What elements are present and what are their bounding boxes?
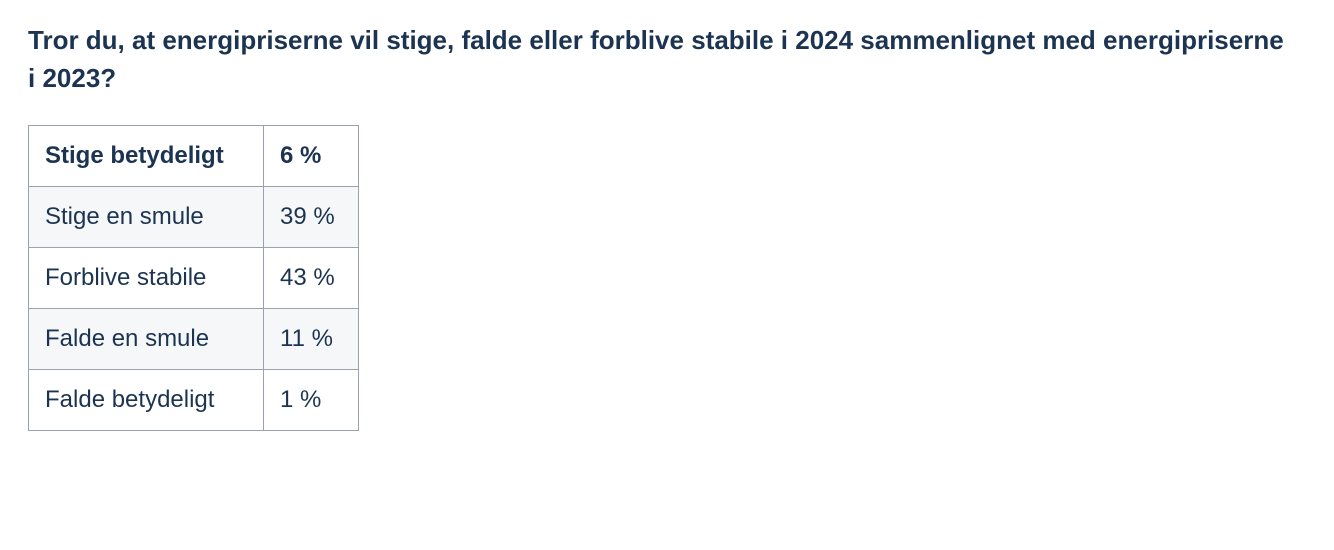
table-row: Falde en smule 11 % (29, 309, 359, 370)
row-label: Stige en smule (29, 187, 264, 248)
table-row: Forblive stabile 43 % (29, 248, 359, 309)
row-value: 11 % (264, 309, 359, 370)
row-label: Falde betydeligt (29, 370, 264, 431)
row-value: 43 % (264, 248, 359, 309)
results-table: Stige betydeligt 6 % Stige en smule 39 %… (28, 125, 359, 431)
row-label: Forblive stabile (29, 248, 264, 309)
table-row: Stige en smule 39 % (29, 187, 359, 248)
survey-question: Tror du, at energipriserne vil stige, fa… (28, 22, 1298, 97)
row-value: 39 % (264, 187, 359, 248)
table-row: Falde betydeligt 1 % (29, 370, 359, 431)
results-table-body: Stige betydeligt 6 % Stige en smule 39 %… (29, 126, 359, 431)
row-value: 6 % (264, 126, 359, 187)
row-label: Falde en smule (29, 309, 264, 370)
page-root: Tror du, at energipriserne vil stige, fa… (0, 0, 1334, 461)
row-value: 1 % (264, 370, 359, 431)
row-label: Stige betydeligt (29, 126, 264, 187)
table-row: Stige betydeligt 6 % (29, 126, 359, 187)
